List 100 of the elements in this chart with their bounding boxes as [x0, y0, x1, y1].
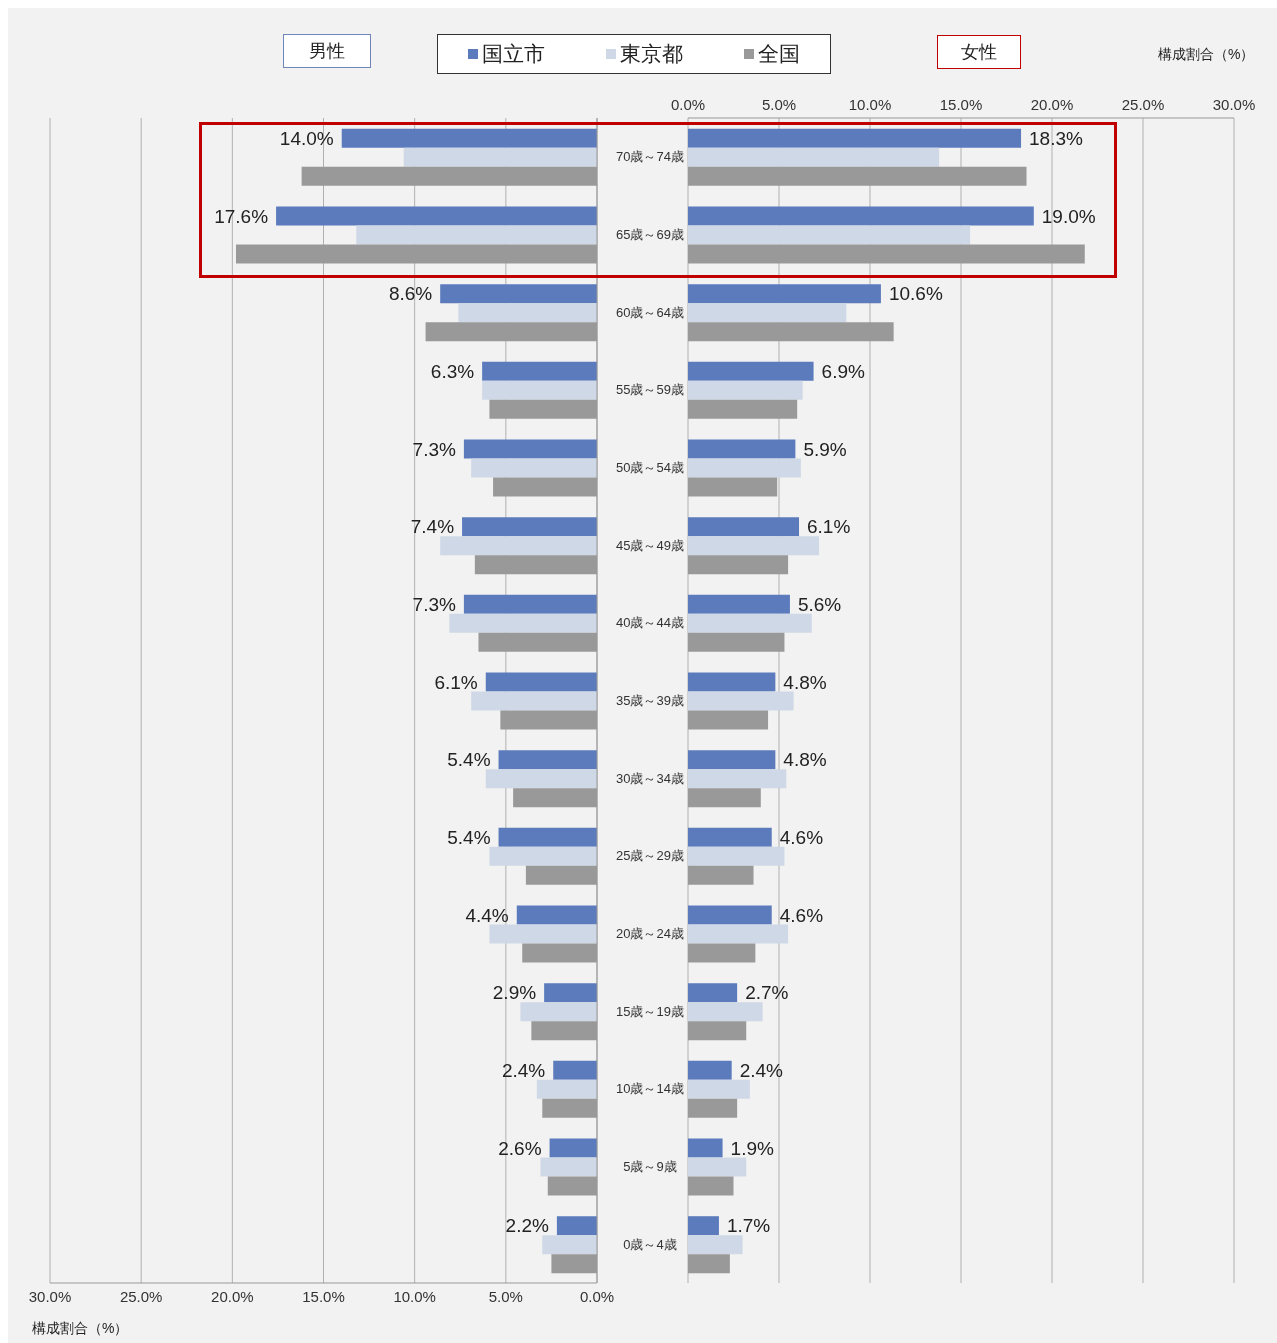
bar	[688, 594, 790, 614]
bar	[556, 1216, 597, 1236]
x-tick-label: 0.0%	[579, 1287, 615, 1305]
bar	[516, 905, 597, 925]
bar	[688, 613, 812, 633]
x-tick-label: 25.0%	[119, 1287, 163, 1305]
bar	[489, 924, 597, 944]
y-tick-label: 30歳～34歳	[616, 770, 684, 786]
data-label: 18.3%	[1029, 128, 1084, 150]
bar	[463, 594, 597, 614]
bar	[688, 632, 785, 652]
x2-tick-label: 25.0%	[1121, 96, 1165, 113]
bar	[520, 1002, 597, 1022]
x-tick-label: 30.0%	[28, 1287, 72, 1305]
bar	[688, 284, 881, 304]
bar	[688, 439, 796, 459]
x-tick-label: 15.0%	[302, 1287, 345, 1305]
y-tick-label: 10歳～14歳	[616, 1081, 684, 1097]
bar	[462, 517, 597, 537]
bar	[688, 1021, 747, 1041]
data-label: 6.9%	[821, 361, 865, 383]
bar	[498, 827, 597, 847]
bar	[440, 536, 597, 556]
y-tick-label: 35歳～39歳	[616, 693, 684, 709]
data-label: 17.6%	[214, 205, 269, 227]
bar	[471, 458, 597, 478]
data-label: 1.7%	[726, 1215, 771, 1237]
bar	[688, 477, 778, 497]
bar	[688, 1157, 747, 1177]
bar	[485, 672, 597, 692]
legend-label: 全国	[756, 41, 800, 67]
bar	[688, 555, 789, 575]
bar	[688, 206, 1034, 226]
bar	[440, 284, 597, 304]
y-tick-label: 0歳～4歳	[623, 1236, 677, 1252]
bar	[458, 303, 597, 323]
data-label: 2.2%	[505, 1215, 549, 1237]
x-tick-label: 10.0%	[393, 1287, 436, 1305]
data-label: 5.4%	[447, 749, 491, 771]
x-axis-title: 構成割合（%）	[32, 1320, 129, 1338]
data-label: 7.3%	[412, 594, 456, 616]
data-label: 4.6%	[779, 904, 824, 926]
data-label: 2.4%	[501, 1060, 546, 1082]
data-label: 7.3%	[412, 438, 456, 460]
data-label: 6.1%	[807, 516, 851, 538]
bar	[688, 905, 772, 925]
bar	[688, 361, 814, 381]
bar	[482, 380, 597, 400]
data-label: 4.8%	[783, 749, 827, 771]
bar	[688, 1098, 738, 1118]
bar	[544, 983, 597, 1003]
data-label: 2.6%	[498, 1137, 542, 1159]
bar	[688, 865, 754, 885]
bar	[688, 128, 1022, 148]
bar	[542, 1235, 597, 1255]
data-label: 14.0%	[279, 128, 334, 150]
bar	[688, 1254, 730, 1274]
bar	[482, 361, 597, 381]
y-tick-label: 60歳～64歳	[616, 304, 684, 320]
bar	[688, 536, 820, 556]
data-label: 8.6%	[388, 283, 433, 305]
y-tick-label: 50歳～54歳	[616, 460, 684, 476]
bar	[356, 225, 597, 245]
data-label: 6.3%	[430, 361, 475, 383]
bar	[471, 691, 597, 711]
bar	[688, 303, 847, 323]
bar	[688, 1060, 732, 1080]
legend-label: 国立市	[481, 41, 546, 67]
x2-tick-label: 15.0%	[939, 96, 983, 113]
bar	[688, 166, 1027, 186]
data-label: 4.8%	[783, 671, 827, 693]
y-tick-label: 25歳～29歳	[616, 848, 684, 864]
x2-tick-label: 10.0%	[848, 96, 892, 113]
bar	[688, 788, 761, 808]
bar	[498, 750, 597, 770]
bar	[688, 399, 798, 419]
x2-axis-title: 構成割合（%）	[1158, 46, 1255, 64]
bar	[688, 691, 794, 711]
x2-tick-label: 0.0%	[670, 96, 706, 113]
bar	[688, 1216, 719, 1236]
y-tick-label: 70歳～74歳	[616, 149, 684, 165]
bar	[688, 846, 785, 866]
bar	[463, 439, 597, 459]
x-tick-label: 20.0%	[211, 1287, 254, 1305]
bar	[688, 244, 1085, 264]
y-tick-label: 65歳～69歳	[616, 227, 684, 243]
data-label: 2.7%	[745, 982, 789, 1004]
bar	[688, 827, 772, 847]
data-label: 5.4%	[447, 827, 491, 849]
bar	[688, 943, 756, 963]
data-label: 4.4%	[465, 904, 509, 926]
x-tick-label: 5.0%	[488, 1287, 523, 1305]
legend-label: 東京都	[619, 41, 683, 67]
y-tick-label: 45歳～49歳	[616, 537, 684, 553]
bar	[688, 1002, 763, 1022]
bar	[688, 517, 800, 537]
data-label: 4.6%	[779, 827, 824, 849]
bar	[549, 1138, 597, 1158]
data-label: 2.4%	[739, 1060, 784, 1082]
bar	[688, 380, 803, 400]
